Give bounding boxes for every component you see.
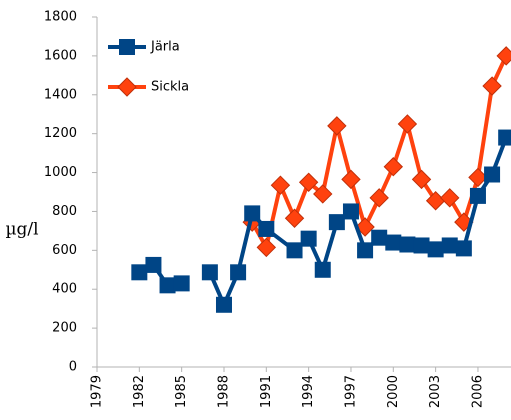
- series-line: [138, 136, 509, 307]
- y-tick-label: 1000: [44, 165, 77, 180]
- marker: [342, 203, 359, 220]
- x-tick-label: 1997: [343, 375, 358, 408]
- legend-marker: [117, 77, 137, 97]
- marker: [369, 188, 389, 208]
- marker: [427, 241, 444, 258]
- marker: [173, 275, 190, 292]
- marker: [469, 187, 486, 204]
- marker: [230, 264, 247, 281]
- marker: [145, 256, 162, 273]
- marker: [314, 261, 331, 278]
- marker: [215, 296, 232, 313]
- marker: [496, 46, 511, 66]
- y-tick-label: 1200: [44, 126, 77, 141]
- x-tick-label: 2000: [386, 375, 401, 408]
- x-tick-label: 2003: [428, 375, 443, 408]
- marker: [411, 169, 432, 190]
- x-tick-label: 1985: [174, 375, 189, 408]
- marker: [300, 230, 317, 247]
- y-tick-label: 800: [52, 204, 77, 219]
- marker: [482, 76, 502, 96]
- x-tick-label: 1982: [132, 375, 147, 408]
- marker: [484, 166, 501, 183]
- marker: [455, 240, 472, 257]
- y-axis-label: µg/l: [5, 220, 38, 240]
- marker: [468, 167, 488, 188]
- y-tick-label: 1600: [44, 48, 77, 63]
- marker: [341, 169, 361, 190]
- marker: [244, 205, 261, 222]
- marker: [256, 237, 277, 258]
- marker: [371, 229, 388, 246]
- y-tick-label: 200: [52, 321, 77, 336]
- x-tick-label: 1991: [259, 375, 274, 408]
- marker: [355, 217, 375, 237]
- marker: [258, 220, 275, 237]
- y-tick-label: 600: [52, 243, 77, 258]
- marker: [440, 188, 460, 208]
- marker: [399, 236, 416, 253]
- marker: [313, 184, 333, 204]
- marker: [385, 234, 402, 251]
- marker: [298, 172, 319, 192]
- marker: [498, 129, 511, 146]
- marker: [201, 264, 218, 281]
- marker: [286, 242, 303, 259]
- marker: [131, 264, 148, 281]
- marker: [441, 237, 458, 254]
- y-tick-label: 400: [52, 282, 77, 297]
- x-tick-label: 1988: [216, 375, 231, 408]
- y-tick-label: 1800: [44, 10, 77, 25]
- marker: [327, 116, 347, 136]
- legend-label: Järla: [150, 40, 180, 55]
- y-tick-label: 1400: [44, 87, 77, 102]
- marker: [357, 242, 374, 259]
- marker: [397, 114, 418, 134]
- marker: [159, 277, 176, 294]
- marker: [413, 237, 430, 254]
- y-tick-label: 0: [69, 360, 77, 375]
- marker: [270, 175, 291, 195]
- legend-marker: [119, 39, 135, 55]
- legend-label: Sickla: [151, 80, 189, 95]
- x-tick-label: 2006: [470, 375, 485, 408]
- x-tick-label: 1994: [301, 375, 316, 408]
- x-tick-label: 1979: [90, 375, 105, 408]
- marker: [383, 157, 404, 177]
- marker: [284, 208, 305, 228]
- marker: [328, 214, 345, 231]
